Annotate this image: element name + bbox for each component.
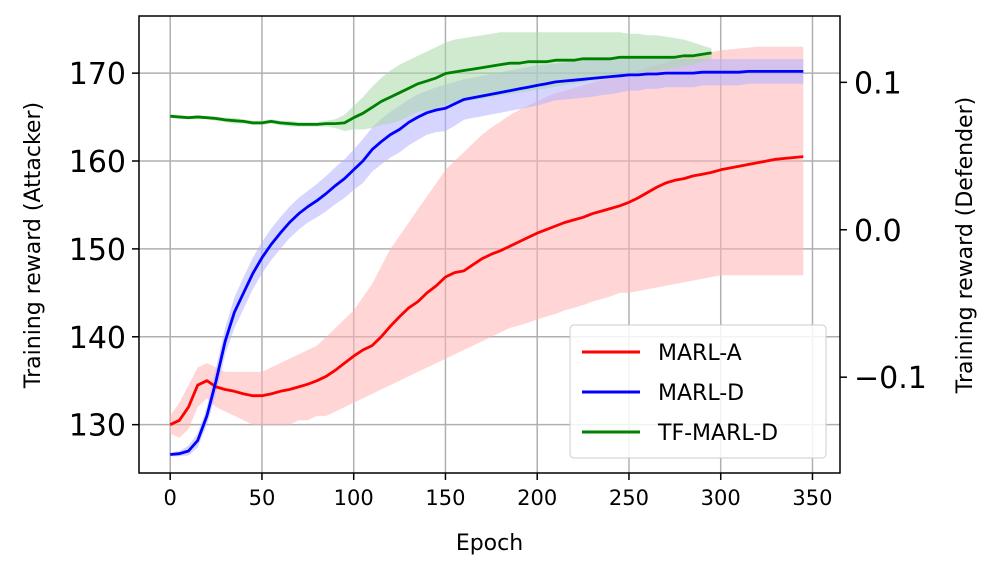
legend-label-tf-marl-d: TF-MARL-D	[657, 421, 778, 446]
y-right-axis-label: Training reward (Defender)	[953, 97, 978, 394]
x-tick-label: 100	[334, 486, 374, 510]
band-marl-a	[170, 46, 804, 438]
y-left-tick-label: 130	[69, 409, 126, 444]
axis-ticks: 0 50 100 150 200 250 300 350 130 140 150 160 170 −0.1…	[69, 57, 927, 510]
x-tick-label: 300	[701, 486, 741, 510]
legend-label-marl-d: MARL-D	[658, 381, 744, 406]
y-left-tick-label: 160	[69, 145, 126, 180]
legend-label-marl-a: MARL-A	[658, 341, 742, 366]
y-left-tick-label: 170	[69, 57, 126, 92]
line-tf-marl-d	[170, 51, 712, 126]
x-tick-label: 200	[517, 486, 557, 510]
x-tick-label: 350	[792, 486, 832, 510]
x-tick-label: 0	[164, 486, 177, 510]
band-tf-marl-d	[170, 32, 712, 132]
x-tick-label: 250	[609, 486, 649, 510]
legend-box	[569, 324, 827, 459]
series-lines	[169, 51, 804, 456]
legend: MARL-A MARL-D TF-MARL-D	[569, 324, 827, 459]
x-tick-label: 150	[425, 486, 465, 510]
x-tick-label: 50	[249, 486, 276, 510]
y-right-tick-label: −0.1	[854, 361, 927, 396]
y-left-tick-label: 140	[69, 321, 126, 356]
line-marl-d	[170, 70, 804, 456]
plot-frame	[138, 15, 841, 474]
y-left-tick-label: 150	[69, 233, 126, 268]
x-axis-label: Epoch	[456, 531, 523, 556]
confidence-bands	[170, 32, 804, 457]
y-right-tick-label: 0.0	[854, 214, 902, 249]
y-left-axis-label: Training reward (Attacker)	[21, 102, 46, 389]
y-right-tick-label: 0.1	[854, 66, 902, 101]
line-marl-a	[169, 155, 804, 426]
